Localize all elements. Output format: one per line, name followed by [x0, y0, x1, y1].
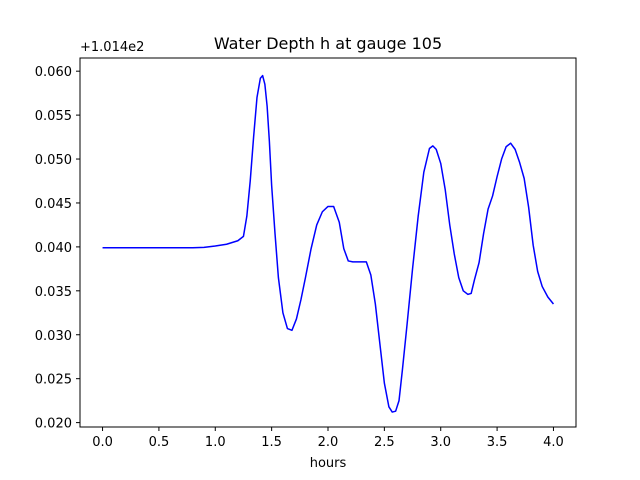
chart-title: Water Depth h at gauge 105 — [214, 34, 442, 53]
y-tick-label: 0.020 — [35, 417, 72, 432]
x-axis: 0.0 0.5 1.0 1.5 2.0 2.5 3.0 3.5 4.0 — [92, 427, 564, 450]
x-tick-label: 2.0 — [318, 435, 339, 450]
x-tick-label: 2.5 — [374, 435, 395, 450]
y-tick-label: 0.035 — [35, 285, 72, 300]
x-axis-label: hours — [310, 456, 347, 471]
y-tick-label: 0.030 — [35, 329, 72, 344]
y-axis: 0.020 0.025 0.030 0.035 0.040 0.045 0.050 0.055… — [35, 65, 80, 432]
x-tick-label: 0.5 — [149, 435, 170, 450]
x-tick-label: 0.0 — [92, 435, 113, 450]
y-tick-label: 0.025 — [35, 373, 72, 388]
y-tick-label: 0.055 — [35, 109, 72, 124]
x-tick-label: 4.0 — [543, 435, 564, 450]
x-tick-label: 3.0 — [430, 435, 451, 450]
y-tick-label: 0.050 — [35, 153, 72, 168]
x-tick-label: 1.0 — [205, 435, 226, 450]
series-line-0 — [102, 74, 555, 413]
y-tick-label: 0.060 — [35, 65, 72, 80]
y-tick-label: 0.045 — [35, 197, 72, 212]
x-tick-label: 1.5 — [261, 435, 282, 450]
plot-lines — [102, 74, 555, 413]
y-offset-text: +1.014e2 — [80, 40, 144, 55]
plot-area — [80, 58, 576, 427]
x-tick-label: 3.5 — [487, 435, 508, 450]
y-tick-label: 0.040 — [35, 241, 72, 256]
